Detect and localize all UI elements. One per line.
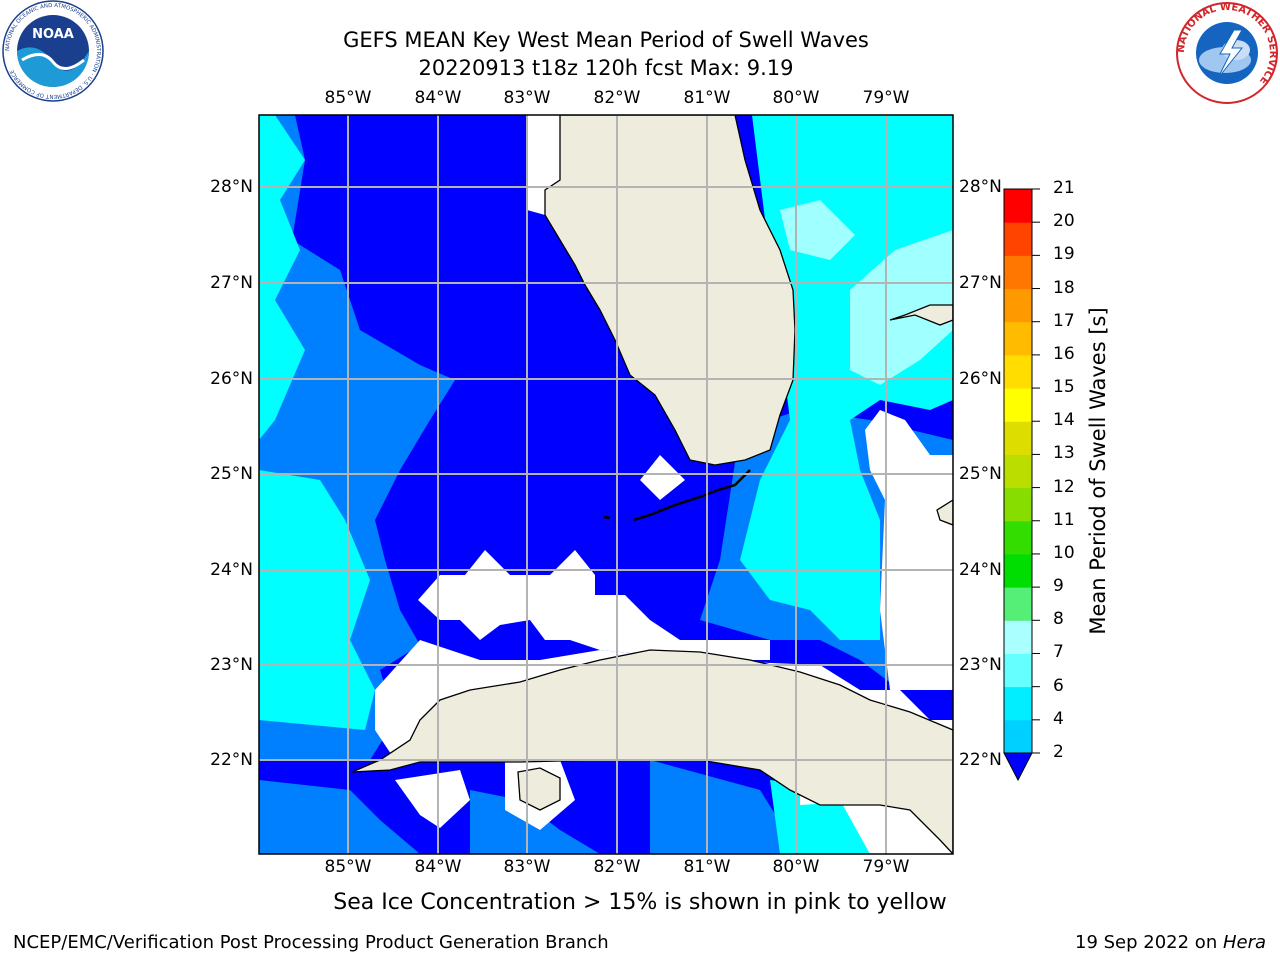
colorbar-segment-9-10 xyxy=(1004,553,1032,588)
chart-title-line1: GEFS MEAN Key West Mean Period of Swell … xyxy=(343,28,869,52)
colorbar-segment-18-19 xyxy=(1004,255,1032,290)
lon-label-bottom-85w: 85°W xyxy=(324,857,372,877)
swell-zone-light-1 xyxy=(780,200,855,260)
colorbar-segment-13-14 xyxy=(1004,421,1032,455)
colorbar-tick-label-18: 18 xyxy=(1053,277,1075,298)
land-isle-of-youth xyxy=(517,767,561,811)
colorbar-tick-label-8: 8 xyxy=(1053,609,1064,630)
land-andros xyxy=(936,499,953,526)
nws-logo: NATIONAL WEATHER SERVICE xyxy=(1176,2,1278,104)
lon-label-bottom-83w: 83°W xyxy=(503,857,551,877)
land-florida xyxy=(544,115,796,466)
colorbar-tick-label-14: 14 xyxy=(1053,410,1075,431)
lon-label-bottom-80w: 80°W xyxy=(772,857,820,877)
lat-label-left-26n: 26°N xyxy=(210,369,253,389)
colorbar-segment-19-20 xyxy=(1004,222,1032,256)
colorbar-segment-17-18 xyxy=(1004,288,1032,323)
lat-label-right-28n: 28°N xyxy=(959,177,1002,197)
colorbar-tick-label-4: 4 xyxy=(1053,708,1064,729)
footer-left: NCEP/EMC/Verification Post Processing Pr… xyxy=(13,932,609,953)
lon-label-bottom-81w: 81°W xyxy=(683,857,731,877)
nodata-zone-7 xyxy=(800,770,953,854)
sea-ice-caption: Sea Ice Concentration > 15% is shown in … xyxy=(333,890,947,915)
footer-date: 19 Sep 2022 on xyxy=(1075,932,1223,953)
noaa-logo: NATIONAL OCEANIC AND ATMOSPHERIC ADMINIS… xyxy=(2,0,104,102)
map-gridlines xyxy=(259,115,953,854)
colorbar-tick-label-19: 19 xyxy=(1053,244,1075,265)
colorbar-tick-label-15: 15 xyxy=(1053,377,1075,398)
colorbar-segment-2-4 xyxy=(1004,719,1032,754)
lon-label-top-83w: 83°W xyxy=(503,88,551,108)
lat-label-left-22n: 22°N xyxy=(210,750,253,770)
colorbar-segment-16-17 xyxy=(1004,321,1032,356)
colorbar-label: Mean Period of Swell Waves [s] xyxy=(1086,307,1110,635)
lat-label-left-24n: 24°N xyxy=(210,560,253,580)
lat-label-left-25n: 25°N xyxy=(210,464,253,484)
colorbar-segment-10-11 xyxy=(1004,520,1032,555)
swell-zone-short-west xyxy=(259,115,375,730)
map-field xyxy=(259,115,953,854)
colorbar-tick-label-21: 21 xyxy=(1053,178,1075,198)
lat-label-right-25n: 25°N xyxy=(959,464,1002,484)
swell-zone-light-2 xyxy=(850,230,953,385)
lat-label-left-27n: 27°N xyxy=(210,273,253,293)
colorbar-tick-label-13: 13 xyxy=(1053,443,1075,464)
colorbar-tick-label-17: 17 xyxy=(1053,310,1075,331)
colorbar-segment-12-13 xyxy=(1004,454,1032,489)
lat-label-right-23n: 23°N xyxy=(959,655,1002,675)
colorbar-segment-4-6 xyxy=(1004,686,1032,721)
colorbar-tick-label-2: 2 xyxy=(1053,742,1064,762)
nodata-zone-6 xyxy=(640,455,685,500)
colorbar-segment-11-12 xyxy=(1004,487,1032,522)
lat-label-right-27n: 27°N xyxy=(959,273,1002,293)
lat-label-right-24n: 24°N xyxy=(959,560,1002,580)
colorbar-tick-label-9: 9 xyxy=(1053,576,1064,597)
colorbar-tick-label-10: 10 xyxy=(1053,542,1075,563)
colorbar-segments xyxy=(1004,189,1032,754)
lat-label-left-23n: 23°N xyxy=(210,655,253,675)
noaa-logo-text: NOAA xyxy=(32,27,74,42)
colorbar-ticks xyxy=(1032,188,1040,754)
colorbar-extend-triangle xyxy=(1003,752,1033,782)
lon-label-top-80w: 80°W xyxy=(772,88,820,108)
colorbar-tick-label-11: 11 xyxy=(1053,509,1075,530)
nodata-zone-2 xyxy=(418,550,770,660)
lat-label-left-28n: 28°N xyxy=(210,177,253,197)
colorbar-tick-label-20: 20 xyxy=(1053,211,1075,232)
chart-title-line2: 20220913 t18z 120h fcst Max: 9.19 xyxy=(418,56,794,80)
colorbar-tick-label-7: 7 xyxy=(1053,642,1064,663)
lon-label-top-85w: 85°W xyxy=(324,88,372,108)
colorbar xyxy=(1003,188,1040,782)
lon-label-top-84w: 84°W xyxy=(414,88,462,108)
colorbar-tick-label-6: 6 xyxy=(1053,675,1064,696)
colorbar-segment-6-7 xyxy=(1004,653,1032,688)
land-grand-bahama xyxy=(889,304,953,326)
swell-zone-mid-south xyxy=(259,760,800,854)
lon-label-bottom-84w: 84°W xyxy=(414,857,462,877)
swell-zone-short-southeast xyxy=(770,780,880,854)
florida-keys xyxy=(603,469,751,522)
colorbar-tick-label-12: 12 xyxy=(1053,476,1075,497)
footer-machine: Hera xyxy=(1222,932,1266,953)
lon-label-top-81w: 81°W xyxy=(683,88,731,108)
colorbar-segment-8-9 xyxy=(1004,587,1032,621)
lon-label-top-79w: 79°W xyxy=(862,88,910,108)
lat-label-right-26n: 26°N xyxy=(959,369,1002,389)
colorbar-segment-15-16 xyxy=(1004,354,1032,389)
colorbar-frame xyxy=(1003,188,1033,754)
map-frame xyxy=(258,114,954,855)
colorbar-tick-label-16: 16 xyxy=(1053,343,1075,364)
colorbar-segment-20-21 xyxy=(1004,189,1032,223)
lon-label-bottom-82w: 82°W xyxy=(593,857,641,877)
colorbar-segment-7-8 xyxy=(1004,620,1032,654)
lon-label-top-82w: 82°W xyxy=(593,88,641,108)
lat-label-right-22n: 22°N xyxy=(959,750,1002,770)
colorbar-segment-14-15 xyxy=(1004,388,1032,422)
footer-right: 19 Sep 2022 on Hera xyxy=(1075,932,1266,953)
lon-label-bottom-79w: 79°W xyxy=(862,857,910,877)
